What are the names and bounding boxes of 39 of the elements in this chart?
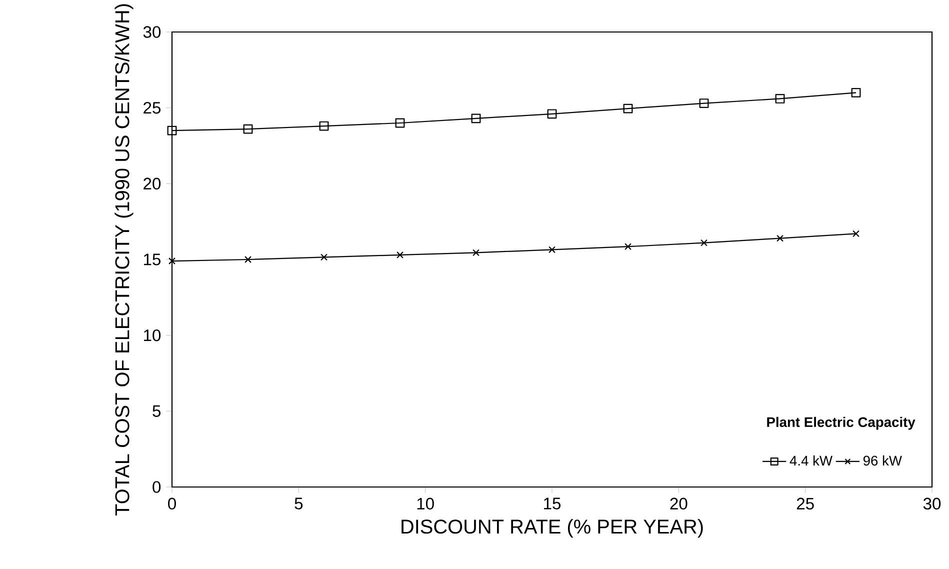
point xyxy=(852,230,860,238)
point xyxy=(548,246,556,254)
legend-label: 4.4 kW xyxy=(790,455,832,466)
point xyxy=(244,256,252,263)
point xyxy=(168,258,176,265)
point xyxy=(319,121,329,131)
legend-title: Plant Electric Capacity xyxy=(767,416,916,430)
point xyxy=(623,104,633,114)
x-tick-label: 0 xyxy=(168,498,176,510)
point xyxy=(547,109,557,119)
y-tick-label: 0 xyxy=(152,481,161,493)
x-tick-label: 5 xyxy=(294,498,303,510)
point xyxy=(851,88,861,98)
point xyxy=(700,239,708,246)
y-tick-label: 30 xyxy=(143,26,161,38)
point xyxy=(471,114,481,124)
point xyxy=(395,118,405,128)
y-tick-label: 15 xyxy=(144,254,160,266)
x-tick-label: 15 xyxy=(544,498,561,510)
point xyxy=(776,234,784,242)
x-tick-label: 20 xyxy=(670,498,688,510)
x-tick-label: 25 xyxy=(796,498,814,510)
point xyxy=(472,249,480,256)
y-tick-label: 5 xyxy=(152,405,160,417)
y-axis-title: TOTAL COST OF ELECTRICITY (1990 US CENTS/KWH) xyxy=(114,4,134,516)
point xyxy=(167,126,177,136)
y-tick-label: 25 xyxy=(144,102,160,114)
point xyxy=(320,254,328,261)
point xyxy=(243,124,253,134)
x-tick-label: 30 xyxy=(923,498,941,510)
x-axis-title: DISCOUNT RATE (% PER YEAR) xyxy=(402,519,703,538)
point xyxy=(624,243,632,250)
y-tick-label: 20 xyxy=(144,178,161,190)
point xyxy=(396,251,404,258)
point xyxy=(775,94,785,104)
point xyxy=(699,98,709,108)
legend-label: 96 kW xyxy=(863,455,902,466)
y-tick-label: 10 xyxy=(144,329,161,342)
x-tick-label: 10 xyxy=(417,498,434,510)
